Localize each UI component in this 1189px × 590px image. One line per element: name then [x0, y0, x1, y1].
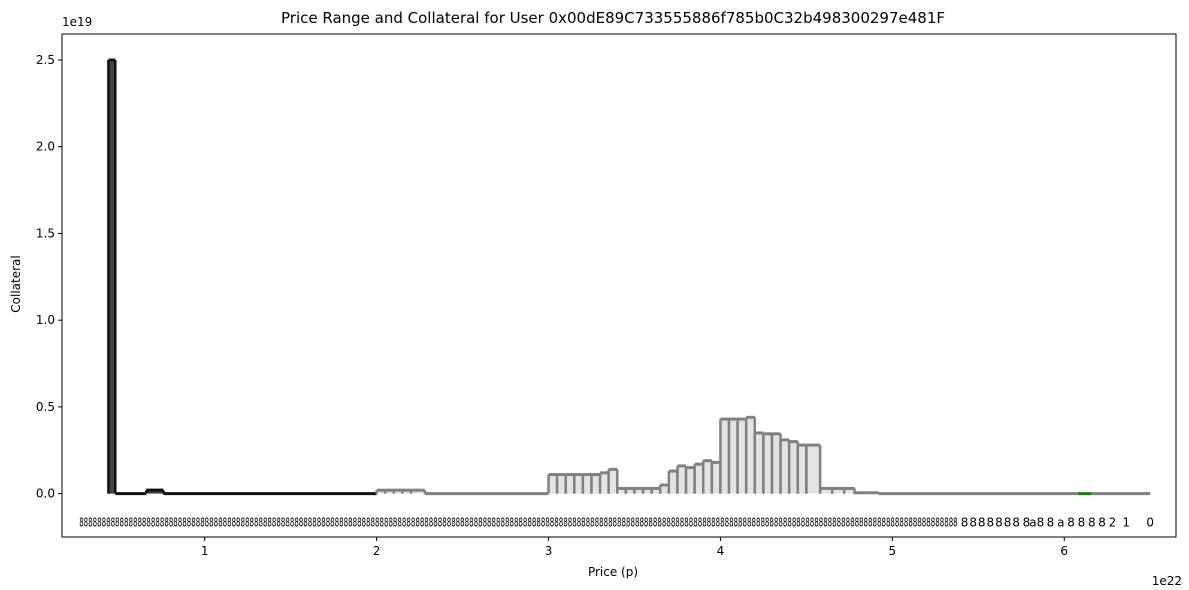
annotation-label: 8 [1098, 515, 1106, 529]
bar [832, 488, 845, 494]
bar [557, 474, 566, 494]
annotation-label: 0 [1146, 515, 1154, 529]
plot-frame [61, 33, 1177, 538]
bar [600, 472, 609, 494]
chart-title: Price Range and Collateral for User 0x00… [281, 9, 945, 27]
bar [772, 433, 781, 494]
bar [548, 474, 558, 494]
bar [820, 488, 833, 494]
bar [146, 490, 164, 494]
bar [608, 469, 618, 494]
bar [108, 60, 116, 494]
x-tick-label: 2 [373, 544, 381, 558]
bar [789, 441, 798, 494]
bars-group [107, 58, 1151, 496]
bar [393, 490, 403, 494]
annotation-label: 8 [1078, 515, 1086, 529]
annotations-group: 8888888888888888888888888888888888888888… [79, 515, 1154, 529]
annotation-label: a [1057, 515, 1064, 529]
annotation-label: 8 [961, 515, 969, 529]
y-axis-ticks: 0.0 0.5 1.0 1.5 2.0 2.5 [36, 53, 62, 501]
annotation-label: a8 [1029, 515, 1044, 529]
bar [643, 488, 652, 494]
x-tick-label: 6 [1060, 544, 1068, 558]
annotation-label: 8 [969, 515, 977, 529]
y-tick-label: 1.5 [36, 226, 55, 240]
y-multiplier: 1e19 [62, 15, 92, 29]
bar [385, 490, 394, 494]
bar [780, 439, 790, 494]
annotation-label: 8 [978, 515, 986, 529]
bar [582, 474, 592, 494]
y-tick-label: 2.5 [36, 53, 55, 67]
plot-area [61, 33, 1177, 538]
x-axis-ticks: 1 2 3 4 5 6 [201, 537, 1068, 558]
bar [711, 462, 721, 494]
bar [806, 445, 821, 494]
bar [844, 488, 855, 494]
bar [625, 488, 635, 494]
bar [754, 432, 764, 494]
bar [677, 465, 687, 494]
annotation-label: 8 [987, 515, 995, 529]
y-tick-label: 0.0 [36, 487, 55, 501]
bar [763, 433, 773, 494]
annotation-label: 8 [1012, 515, 1020, 529]
bar [617, 488, 626, 494]
annotation-label: 8 [1047, 515, 1055, 529]
annotation-label: 1 [1122, 515, 1130, 529]
bar [410, 490, 425, 494]
annotation-label: 8 [1088, 515, 1096, 529]
annotation-label: 2 [1109, 515, 1117, 529]
bar [574, 474, 583, 494]
bar [694, 464, 704, 494]
bar [402, 490, 411, 494]
bar [634, 488, 644, 494]
annotation-label: 8 [1004, 515, 1012, 529]
bar [686, 467, 695, 494]
y-tick-label: 2.0 [36, 140, 55, 154]
x-tick-label: 4 [717, 544, 725, 558]
bar [746, 417, 755, 494]
annotation-label-group: 8888888888888888888888888888888888888888… [79, 515, 957, 529]
y-tick-label: 0.5 [36, 400, 55, 414]
bar [651, 488, 661, 494]
x-tick-label: 3 [545, 544, 553, 558]
x-multiplier: 1e22 [1152, 574, 1182, 588]
x-tick-label: 1 [201, 544, 209, 558]
annotation-label: 8 [1023, 515, 1031, 529]
bar [668, 471, 678, 494]
bar [729, 419, 738, 494]
bar [376, 490, 386, 494]
bar [720, 419, 730, 494]
annotation-label: 8 [995, 515, 1003, 529]
bar [565, 474, 575, 494]
annotation-label: 8 [1067, 515, 1075, 529]
x-axis-label: Price (p) [588, 565, 638, 579]
bar [797, 445, 807, 494]
x-tick-label: 5 [889, 544, 897, 558]
y-axis-label: Collateral [9, 255, 23, 312]
bar [737, 419, 747, 494]
bar [591, 474, 601, 494]
bar [660, 484, 669, 494]
bar [703, 460, 712, 494]
y-tick-label: 1.0 [36, 313, 55, 327]
